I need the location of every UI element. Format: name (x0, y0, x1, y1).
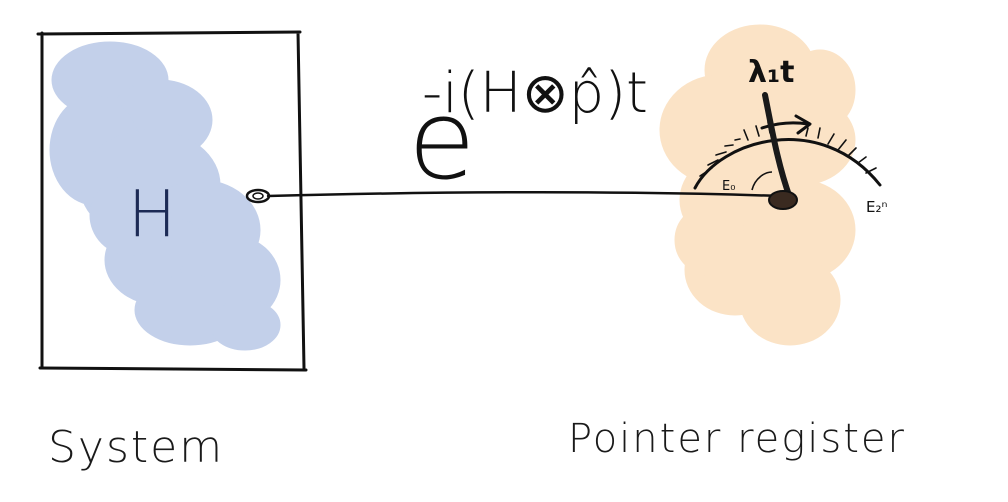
dial-arrow (760, 114, 812, 135)
pointer-value-label: λ₁t (748, 55, 794, 90)
system-blob (49, 41, 281, 351)
pointer-needle (762, 92, 793, 201)
exponent-text: -i(H⊗p̂)t (422, 61, 648, 126)
pointer-register-caption: Pointer register (568, 416, 906, 462)
exponent-base: e (408, 76, 476, 204)
angle-arc (751, 171, 773, 191)
scale-start-label: E₀ (722, 179, 735, 194)
coupling-wire (266, 190, 782, 198)
scale-end-label: E₂ⁿ (866, 198, 887, 216)
system-caption: System (48, 422, 224, 473)
hamiltonian-label: H (128, 178, 176, 252)
coupling-knob (245, 188, 271, 204)
pointer-pivot (768, 190, 798, 210)
system-box (36, 30, 308, 372)
